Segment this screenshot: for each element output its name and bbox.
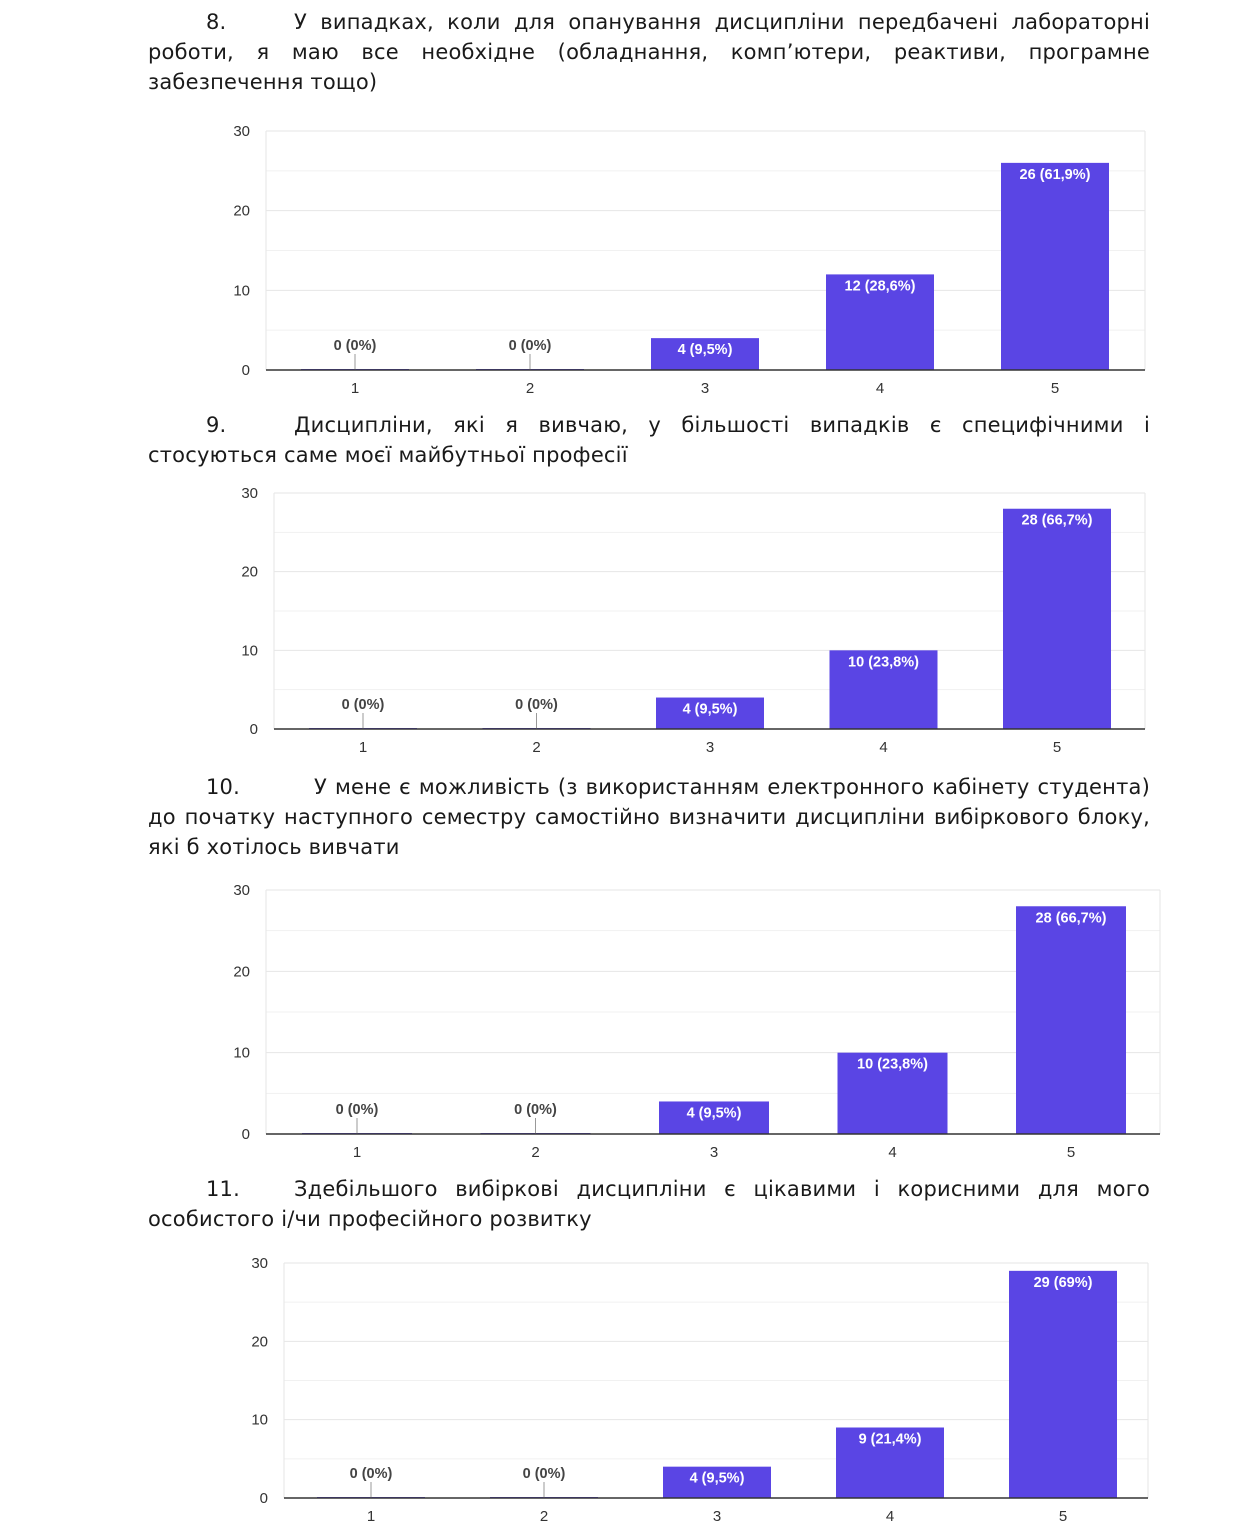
x-category-label: 1	[367, 1508, 375, 1525]
question-text: У випадках, коли для опанування дисциплі…	[148, 10, 1150, 94]
data-label: 4 (9,5%)	[687, 1105, 742, 1121]
y-tick-label: 20	[233, 963, 250, 980]
x-category-label: 5	[1053, 739, 1061, 756]
chart-svg: 0 10 20 30 0 (0%) 1 0 (0%) 2 4 (9,5%) 3 12 (28,6%)…	[233, 123, 1146, 397]
y-tick-label: 20	[251, 1333, 268, 1350]
bar	[656, 697, 764, 729]
data-label: 0 (0%)	[334, 338, 377, 354]
y-tick-label: 20	[241, 564, 258, 581]
bar	[1003, 508, 1111, 729]
x-category-label: 1	[351, 380, 359, 397]
bar	[837, 1052, 948, 1134]
bar	[663, 1466, 771, 1498]
data-label: 0 (0%)	[523, 1466, 566, 1482]
y-tick-label: 10	[233, 1045, 250, 1062]
question-text: Дисципліни, які я вивчаю, у більшості ви…	[148, 413, 1150, 467]
data-label: 4 (9,5%)	[678, 342, 733, 358]
bar	[829, 650, 938, 729]
data-label: 0 (0%)	[342, 697, 385, 713]
question-9: 9. Дисципліни, які я вивчаю, у більшості …	[148, 410, 1150, 470]
data-label: 28 (66,7%)	[1022, 513, 1093, 529]
bar-chart-q8: 0 10 20 30 0 (0%) 1 0 (0%) 2 4 (9,5%) 3 12 (28,6%)…	[220, 118, 1150, 400]
y-tick-label: 30	[251, 1255, 268, 1272]
bar	[659, 1101, 769, 1134]
data-label: 4 (9,5%)	[683, 702, 738, 718]
chart-svg: 0 10 20 30 0 (0%) 1 0 (0%) 2 4 (9,5%) 3 10 (23,8%)…	[241, 485, 1146, 756]
question-number: 11.	[206, 1177, 240, 1201]
question-number: 9.	[206, 413, 227, 437]
chart-svg: 0 10 20 30 0 (0%) 1 0 (0%) 2 4 (9,5%) 3 10 (23,8%)…	[233, 882, 1161, 1161]
x-category-label: 5	[1051, 380, 1059, 397]
data-label: 9 (21,4%)	[859, 1432, 922, 1448]
x-category-label: 3	[701, 380, 709, 397]
x-category-label: 1	[359, 739, 367, 756]
x-category-label: 3	[713, 1508, 721, 1525]
x-category-label: 5	[1067, 1144, 1075, 1161]
x-category-label: 4	[879, 739, 887, 756]
x-category-label: 2	[526, 380, 534, 397]
data-label: 0 (0%)	[336, 1102, 379, 1118]
y-tick-label: 0	[242, 362, 250, 379]
data-label: 0 (0%)	[350, 1466, 393, 1482]
bar-chart-q11: 0 10 20 30 0 (0%) 1 0 (0%) 2 4 (9,5%) 3 9 (21,4%) 4…	[240, 1250, 1155, 1534]
data-label: 0 (0%)	[509, 338, 552, 354]
data-label: 0 (0%)	[514, 1102, 557, 1118]
x-category-label: 4	[876, 380, 884, 397]
data-label: 10 (23,8%)	[857, 1057, 928, 1073]
x-category-label: 4	[886, 1508, 894, 1525]
x-category-label: 2	[540, 1508, 548, 1525]
question-number: 8.	[206, 10, 227, 34]
data-label: 0 (0%)	[515, 697, 558, 713]
bar-chart-q10: 0 10 20 30 0 (0%) 1 0 (0%) 2 4 (9,5%) 3 10 (23,8%)…	[220, 877, 1165, 1165]
bar	[826, 274, 934, 370]
x-category-label: 2	[532, 739, 540, 756]
bar-chart-q9: 0 10 20 30 0 (0%) 1 0 (0%) 2 4 (9,5%) 3 10 (23,8%)…	[220, 479, 1150, 761]
x-category-label: 1	[353, 1144, 361, 1161]
y-tick-label: 20	[233, 203, 250, 220]
data-label: 10 (23,8%)	[848, 654, 919, 670]
y-tick-label: 30	[233, 882, 250, 899]
data-label: 4 (9,5%)	[690, 1471, 745, 1487]
y-tick-label: 0	[260, 1490, 268, 1507]
y-tick-label: 30	[241, 485, 258, 502]
x-category-label: 5	[1059, 1508, 1067, 1525]
question-text: Здебільшого вибіркові дисципліни є цікав…	[148, 1177, 1150, 1231]
chart-svg: 0 10 20 30 0 (0%) 1 0 (0%) 2 4 (9,5%) 3 9 (21,4%) 4…	[251, 1255, 1149, 1525]
question-10: 10. У мене є можливість (з використанням …	[148, 772, 1150, 862]
x-category-label: 3	[710, 1144, 718, 1161]
y-tick-label: 10	[251, 1412, 268, 1429]
bar	[651, 338, 759, 370]
bar	[1001, 162, 1109, 370]
bar	[836, 1427, 944, 1498]
bar	[1009, 1270, 1117, 1498]
data-label: 28 (66,7%)	[1036, 910, 1107, 926]
bar	[1016, 906, 1126, 1134]
y-tick-label: 10	[241, 642, 258, 659]
x-category-label: 2	[531, 1144, 539, 1161]
x-category-label: 4	[888, 1144, 896, 1161]
data-label: 26 (61,9%)	[1020, 167, 1091, 183]
y-tick-label: 0	[250, 721, 258, 738]
question-number: 10.	[206, 775, 240, 799]
y-tick-label: 30	[233, 123, 250, 140]
y-tick-label: 0	[242, 1126, 250, 1143]
x-category-label: 3	[706, 739, 714, 756]
question-text: У мене є можливість (з використанням еле…	[148, 775, 1150, 859]
y-tick-label: 10	[233, 282, 250, 299]
question-8: 8. У випадках, коли для опанування дисцип…	[148, 7, 1150, 97]
data-label: 12 (28,6%)	[845, 278, 916, 294]
data-label: 29 (69%)	[1034, 1275, 1093, 1291]
question-11: 11. Здебільшого вибіркові дисципліни є ці…	[148, 1174, 1150, 1234]
